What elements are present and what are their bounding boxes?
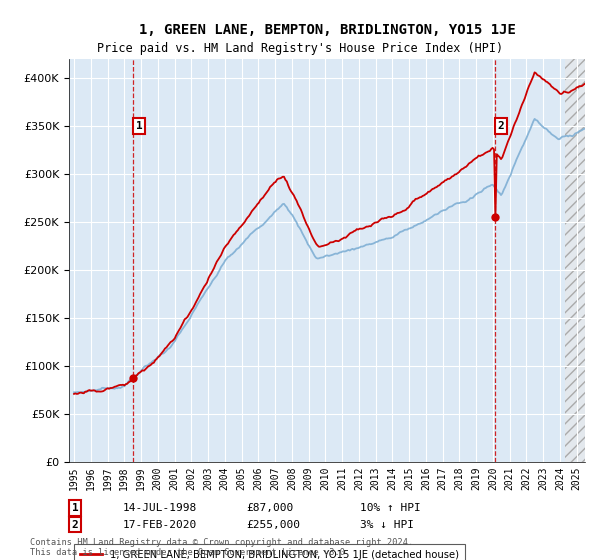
Text: 2: 2 xyxy=(497,121,504,131)
Text: 2: 2 xyxy=(71,520,79,530)
Bar xyxy=(565,59,585,462)
Text: 10% ↑ HPI: 10% ↑ HPI xyxy=(360,503,421,513)
Text: 17-FEB-2020: 17-FEB-2020 xyxy=(123,520,197,530)
Text: 1: 1 xyxy=(71,503,79,513)
Text: £87,000: £87,000 xyxy=(246,503,293,513)
Bar xyxy=(565,59,585,462)
Text: 1: 1 xyxy=(136,121,143,131)
Title: 1, GREEN LANE, BEMPTON, BRIDLINGTON, YO15 1JE: 1, GREEN LANE, BEMPTON, BRIDLINGTON, YO1… xyxy=(139,23,515,37)
Text: 3% ↓ HPI: 3% ↓ HPI xyxy=(360,520,414,530)
Legend: 1, GREEN LANE, BEMPTON, BRIDLINGTON, YO15 1JE (detached house), HPI: Average pri: 1, GREEN LANE, BEMPTON, BRIDLINGTON, YO1… xyxy=(74,544,465,560)
Text: £255,000: £255,000 xyxy=(246,520,300,530)
Text: Contains HM Land Registry data © Crown copyright and database right 2024.
This d: Contains HM Land Registry data © Crown c… xyxy=(30,538,413,557)
Text: 14-JUL-1998: 14-JUL-1998 xyxy=(123,503,197,513)
Text: Price paid vs. HM Land Registry's House Price Index (HPI): Price paid vs. HM Land Registry's House … xyxy=(97,42,503,55)
